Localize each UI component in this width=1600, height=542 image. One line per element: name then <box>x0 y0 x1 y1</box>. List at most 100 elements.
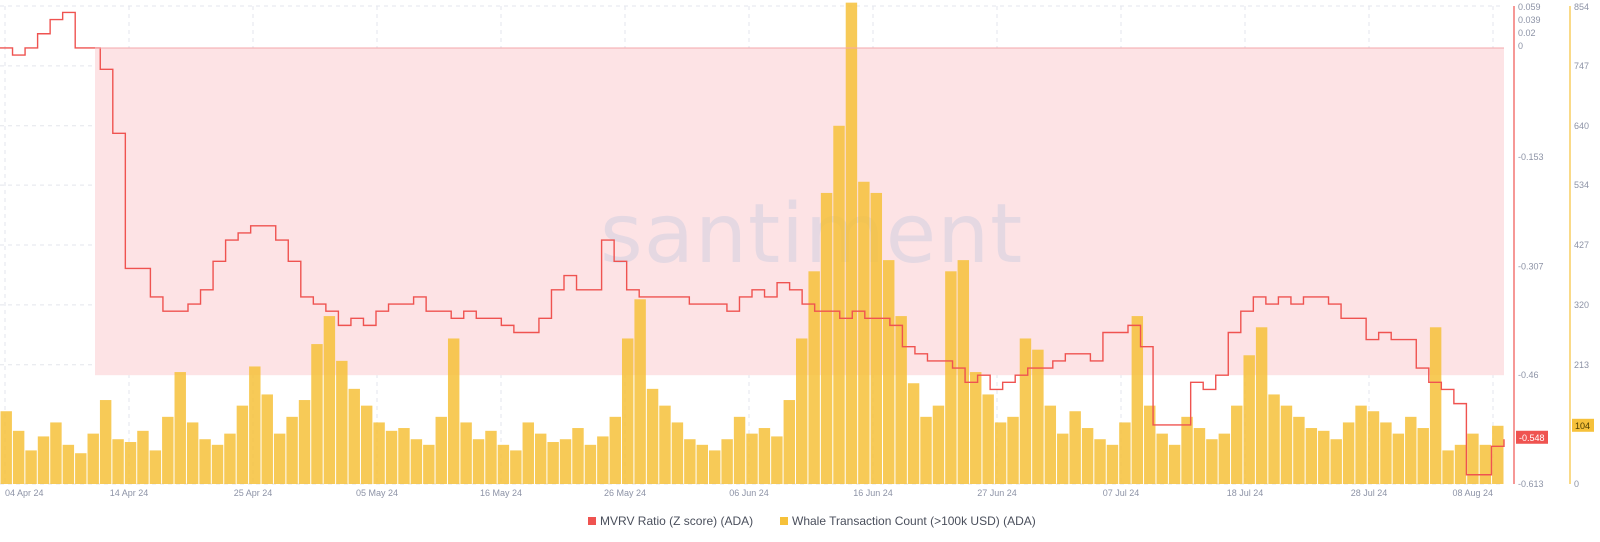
whale-bar <box>572 428 584 484</box>
x-tick-label: 16 May 24 <box>480 488 522 498</box>
whale-bar <box>646 388 659 484</box>
whale-bar <box>124 442 137 484</box>
whale-bar <box>186 422 199 484</box>
legend-swatch-whale <box>780 517 788 525</box>
x-tick-label: 25 Apr 24 <box>234 488 273 498</box>
whale-bar <box>758 428 771 484</box>
whale-bar <box>447 338 460 484</box>
whale-bar <box>1255 327 1268 484</box>
whale-bar <box>1144 405 1156 484</box>
mvrv-current-value: -0.548 <box>1519 433 1545 443</box>
whale-bar <box>398 428 410 484</box>
whale-tick-label: 747 <box>1574 61 1589 71</box>
whale-bar <box>410 439 423 484</box>
whale-bar <box>870 192 883 484</box>
whale-bar <box>808 271 820 484</box>
mvrv-tick-label: -0.613 <box>1518 479 1544 489</box>
whale-tick-label: 427 <box>1574 240 1589 250</box>
whale-bar <box>162 416 174 484</box>
whale-bar <box>597 436 609 484</box>
whale-bar <box>534 433 547 484</box>
whale-bar <box>733 416 746 484</box>
whale-current-badge: 104 <box>1572 418 1594 432</box>
whale-bar <box>833 125 845 485</box>
whale-bars <box>0 2 1504 485</box>
whale-bar <box>1206 439 1218 484</box>
whale-bar <box>883 260 895 484</box>
whale-bar <box>907 383 920 484</box>
whale-bar <box>1032 349 1044 484</box>
whale-bar <box>137 430 149 484</box>
whale-bar <box>845 2 858 484</box>
whale-bar <box>261 394 273 484</box>
whale-bar <box>957 260 970 484</box>
whale-bar <box>286 416 298 484</box>
whale-bar <box>684 439 696 484</box>
whale-bar <box>1417 428 1429 484</box>
whale-bar <box>1405 416 1417 484</box>
whale-bar <box>945 271 957 484</box>
whale-bar <box>584 444 597 484</box>
whale-bar <box>522 422 534 484</box>
whale-bar <box>1305 428 1318 484</box>
whale-bar <box>37 436 50 484</box>
whale-bar <box>1156 433 1168 484</box>
mvrv-tick-label: -0.307 <box>1518 261 1544 271</box>
whale-current-value: 104 <box>1575 421 1590 431</box>
whale-bar <box>634 299 646 484</box>
whale-bar <box>1094 439 1106 484</box>
whale-bar <box>920 416 932 484</box>
whale-bar <box>547 442 559 484</box>
whale-bar <box>1268 394 1280 484</box>
whale-bar <box>1019 338 1032 484</box>
whale-bar <box>336 360 348 484</box>
whale-bar <box>497 444 510 484</box>
whale-bar <box>696 444 708 484</box>
whale-bar <box>87 433 99 484</box>
whale-bar <box>1318 430 1330 484</box>
whale-bar <box>659 405 671 484</box>
mvrv-tick-label: 0 <box>1518 41 1523 51</box>
x-tick-label: 14 Apr 24 <box>110 488 149 498</box>
whale-bar <box>1293 416 1305 484</box>
whale-bar <box>1131 316 1144 484</box>
whale-bar <box>199 439 211 484</box>
whale-bar <box>858 181 870 484</box>
mvrv-tick-label: -0.46 <box>1518 370 1539 380</box>
whale-bar <box>559 439 572 484</box>
whale-bar <box>50 422 62 484</box>
whale-bar <box>0 411 12 484</box>
whale-bar <box>1280 405 1293 484</box>
whale-bar <box>460 422 472 484</box>
whale-bar <box>249 366 261 484</box>
whale-bar <box>721 439 733 484</box>
whale-bar <box>273 433 286 484</box>
whale-bar <box>1069 411 1081 484</box>
whale-bar <box>1193 428 1206 484</box>
whale-bar <box>771 436 783 484</box>
x-axis: 04 Apr 24 14 Apr 24 25 Apr 24 05 May 24 16 M… <box>5 488 1493 498</box>
legend-label-whale: Whale Transaction Count (>100k USD) (ADA… <box>792 514 1036 528</box>
whale-bar <box>609 416 621 484</box>
whale-bar <box>1057 433 1069 484</box>
whale-bar <box>298 400 311 484</box>
whale-bar <box>323 316 336 484</box>
whale-bar <box>932 405 945 484</box>
whale-tick-label: 854 <box>1574 2 1589 12</box>
whale-bar <box>1181 416 1193 484</box>
whale-bar <box>1380 422 1392 484</box>
whale-bar <box>1355 405 1367 484</box>
whale-bar <box>99 400 112 484</box>
whale-bar <box>485 430 497 484</box>
whale-tick-label: 213 <box>1574 360 1589 370</box>
whale-bar <box>970 372 982 484</box>
whale-bar <box>1492 425 1504 484</box>
whale-bar <box>224 433 236 484</box>
whale-bar <box>1367 411 1380 484</box>
whale-bar <box>1106 444 1119 484</box>
x-tick-label: 16 Jun 24 <box>853 488 893 498</box>
whale-bar <box>1218 433 1231 484</box>
whale-bar <box>435 416 447 484</box>
watermark: santiment <box>600 187 1023 282</box>
